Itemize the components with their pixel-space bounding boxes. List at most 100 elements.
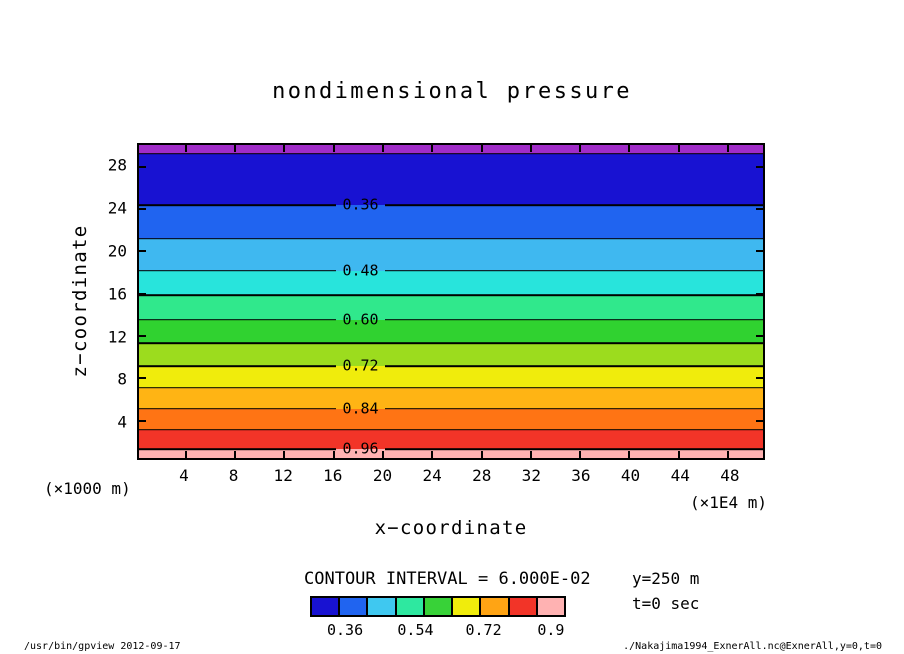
contour-line	[139, 387, 763, 389]
x-tick-label: 20	[372, 466, 393, 485]
x-axis-tick	[283, 451, 286, 458]
pressure-band	[139, 145, 763, 154]
colorbar-tick-label: 0.54	[397, 621, 434, 639]
colorbar-cell	[481, 598, 510, 615]
y-tick-label: 4	[117, 412, 127, 432]
y-axis-tick	[756, 335, 763, 338]
x-tick-label: 48	[720, 466, 740, 485]
pressure-band	[139, 270, 763, 295]
contour-value-label: 0.96	[342, 439, 379, 458]
x-tick-label: 24	[422, 466, 442, 485]
pressure-band	[139, 387, 763, 409]
pressure-band	[139, 294, 763, 320]
y-axis-tick	[756, 292, 763, 295]
contour-line	[139, 152, 763, 155]
contour-line	[385, 365, 763, 368]
colorbar-tick-label: 0.9	[537, 621, 565, 639]
x-axis-tick	[529, 451, 532, 458]
y-axis-tick	[139, 208, 146, 211]
pressure-band	[139, 366, 763, 388]
contour-interval-text: CONTOUR INTERVAL = 6.000E-02	[304, 569, 591, 589]
y-axis-tick	[139, 165, 146, 168]
contour-value-label: 0.72	[342, 356, 379, 375]
x-tick-label: 36	[571, 466, 591, 485]
contour-line	[139, 204, 336, 206]
plot-title: nondimensional pressure	[272, 79, 632, 104]
y-axis-tick	[756, 165, 763, 168]
command-footer: /usr/bin/gpview 2012-09-17	[24, 641, 181, 652]
x-axis-tick	[381, 451, 384, 458]
colorbar	[310, 596, 566, 617]
x-tick-label: 4	[179, 466, 189, 485]
y-tick-label: 8	[117, 369, 127, 389]
colorbar-cell	[537, 598, 564, 615]
x-axis-tick	[431, 451, 434, 458]
x-axis-tick	[677, 451, 680, 458]
pressure-band	[139, 153, 763, 206]
y-axis-tick	[139, 335, 146, 338]
x-axis-unit: (×1E4 m)	[690, 493, 768, 512]
x-tick-label: 44	[670, 466, 690, 485]
contour-line	[385, 407, 763, 410]
x-axis-tick	[628, 451, 631, 458]
colorbar-cell	[340, 598, 369, 615]
colorbar-tick-label: 0.36	[327, 621, 364, 639]
contour-line	[139, 238, 763, 240]
contour-line	[139, 318, 336, 321]
contour-line	[139, 342, 763, 345]
x-tick-label: 28	[472, 466, 492, 485]
pressure-band	[139, 205, 763, 239]
x-axis-tick	[233, 451, 236, 458]
contour-line	[385, 204, 763, 206]
y-axis-unit: (×1000 m)	[44, 479, 131, 498]
colorbar-cell	[509, 598, 538, 615]
y-tick-label: 16	[107, 284, 127, 304]
x-axis-tick	[480, 145, 483, 152]
x-axis-tick	[332, 145, 335, 152]
x-tick-label: 8	[228, 466, 239, 485]
contour-value-label: 0.36	[342, 195, 379, 214]
contour-line	[139, 428, 763, 431]
pressure-band	[139, 319, 763, 344]
contour-line	[139, 294, 763, 296]
contour-value-label: 0.48	[342, 260, 379, 279]
pressure-band	[139, 449, 763, 458]
x-axis-tick	[579, 145, 582, 152]
colorbar-cell	[312, 598, 341, 615]
pressure-band	[139, 238, 763, 271]
x-axis-tick	[283, 145, 286, 152]
pressure-band	[139, 408, 763, 430]
x-axis-label: x−coordinate	[374, 517, 528, 539]
x-axis-tick	[677, 145, 680, 152]
contour-line	[385, 448, 763, 451]
y-tick-label: 12	[107, 327, 127, 347]
contour-line	[139, 448, 336, 451]
y-slice-note: y=250 m	[632, 569, 700, 588]
x-tick-label: 40	[620, 466, 641, 485]
contour-line	[385, 269, 763, 272]
x-axis-tick	[727, 145, 730, 152]
contour-line	[139, 407, 336, 410]
colorbar-tick-label: 0.72	[465, 621, 502, 639]
contour-value-label: 0.84	[342, 398, 379, 417]
y-axis-tick	[756, 208, 763, 211]
x-axis-tick	[727, 451, 730, 458]
contour-line	[139, 365, 336, 368]
y-axis-tick	[139, 292, 146, 295]
colorbar-cell	[453, 598, 482, 615]
plot-frame: 0.36 0.48 0.60 0.72 0.84 0.96	[137, 143, 765, 460]
y-axis-tick	[756, 419, 763, 422]
y-axis-tick	[139, 419, 146, 422]
y-axis-tick	[756, 377, 763, 380]
x-axis-tick	[233, 145, 236, 152]
contour-value-label: 0.60	[342, 309, 379, 328]
colorbar-cell	[424, 598, 454, 615]
pressure-band	[139, 343, 763, 367]
y-axis-tick	[756, 250, 763, 253]
colorbar-labels: 0.36 0.54 0.72 0.9	[310, 621, 566, 639]
datafile-footer: ./Nakajima1994_ExnerAll.nc@ExnerAll,y=0,…	[623, 641, 882, 652]
y-tick-label: 24	[107, 198, 127, 218]
x-tick-label: 16	[323, 466, 343, 485]
colorbar-cell	[368, 598, 397, 615]
x-axis-tick	[332, 451, 335, 458]
